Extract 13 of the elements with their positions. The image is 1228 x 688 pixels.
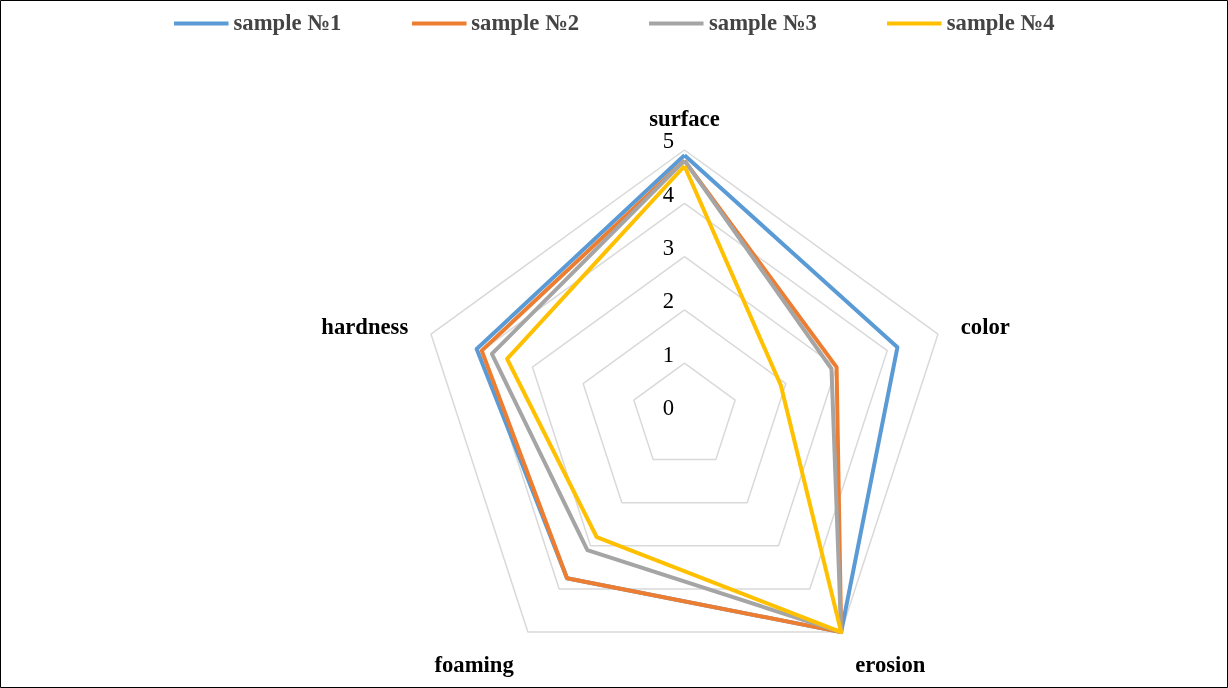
legend-label: sample №1	[233, 10, 342, 36]
y-tick-label: 0	[662, 394, 675, 420]
spoke-label: hardness	[321, 314, 409, 340]
y-tick-label: 3	[662, 235, 675, 260]
legend-label: sample №2	[471, 10, 579, 36]
y-tick-label: 4	[662, 181, 675, 207]
y-tick-label: 2	[662, 288, 675, 314]
spoke-label: color	[960, 314, 1010, 340]
legend-label: sample №4	[946, 10, 1055, 36]
spoke-label: erosion	[855, 651, 926, 677]
spoke-label: foaming	[434, 651, 515, 677]
legend-label: sample №3	[709, 10, 817, 36]
y-tick-label: 1	[662, 341, 675, 367]
